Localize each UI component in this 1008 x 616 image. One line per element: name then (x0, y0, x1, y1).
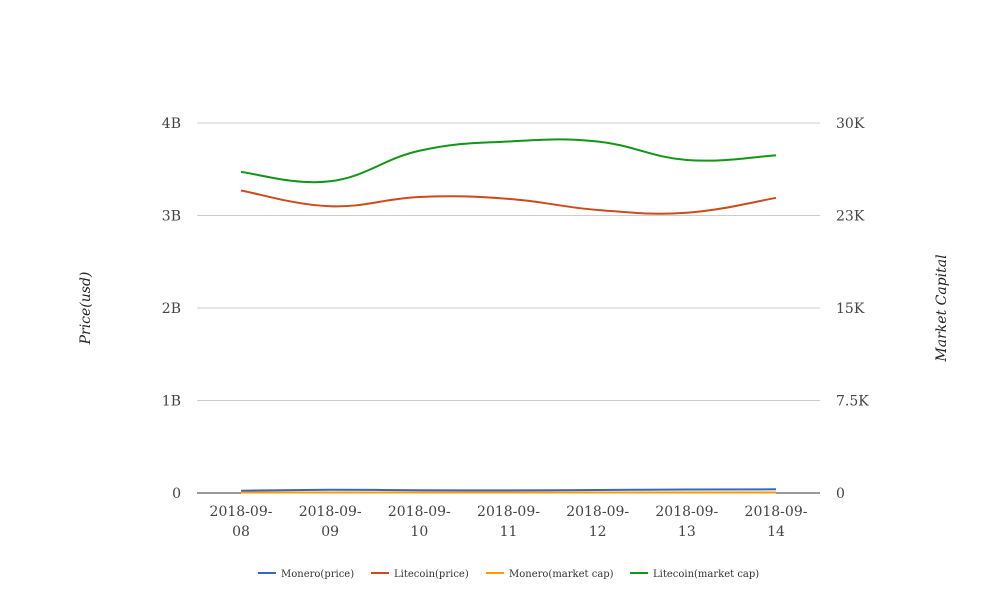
gridlines (197, 122, 820, 494)
right-tick-label: 7.5K (836, 394, 869, 410)
x-tick-label: 2018-09-11 (477, 504, 540, 540)
x-tick-label: 2018-09-08 (210, 504, 273, 540)
legend[interactable]: Monero(price) Litecoin(price) Monero(marke… (258, 569, 759, 580)
right-axis-ticks: 0 7.5K 15K 23K 30K (836, 116, 869, 502)
legend-label: Monero(price) (281, 569, 354, 580)
series-line-monero-price (240, 488, 777, 492)
legend-label: Litecoin(price) (394, 569, 469, 580)
x-tick-label: 2018-09-10 (388, 504, 451, 540)
x-tick-label: 2018-09-12 (566, 504, 629, 540)
left-tick-label: 0 (172, 486, 181, 502)
series-lines (240, 138, 777, 494)
right-tick-label: 15K (836, 301, 865, 317)
right-tick-label: 23K (836, 209, 865, 225)
legend-label: Monero(market cap) (509, 569, 614, 580)
legend-item-litecoin-market-cap[interactable]: Litecoin(market cap) (630, 569, 759, 580)
x-tick-label: 2018-09-13 (655, 504, 718, 540)
right-tick-label: 30K (836, 116, 865, 132)
legend-label: Litecoin(market cap) (653, 569, 759, 580)
left-axis-ticks: 0 1B 2B 3B 4B (162, 116, 181, 502)
series-line-litecoin-market-cap (240, 138, 777, 184)
left-tick-label: 1B (162, 394, 181, 410)
x-tick-label: 2018-09-09 (299, 504, 362, 540)
right-tick-label: 0 (836, 486, 845, 502)
right-axis-title: Market Capital (934, 254, 950, 362)
left-tick-label: 2B (162, 301, 181, 317)
x-tick-label: 2018-09-14 (745, 504, 808, 540)
left-tick-label: 4B (162, 116, 181, 132)
left-tick-label: 3B (162, 209, 181, 225)
x-axis-ticks: 2018-09-08 2018-09-09 2018-09-10 2018-09-11… (210, 504, 808, 540)
series-line-litecoin-price (240, 189, 777, 215)
legend-item-monero-price[interactable]: Monero(price) (258, 569, 354, 580)
left-axis-title: Price(usd) (78, 272, 94, 346)
legend-item-monero-market-cap[interactable]: Monero(market cap) (486, 569, 614, 580)
legend-item-litecoin-price[interactable]: Litecoin(price) (371, 569, 469, 580)
